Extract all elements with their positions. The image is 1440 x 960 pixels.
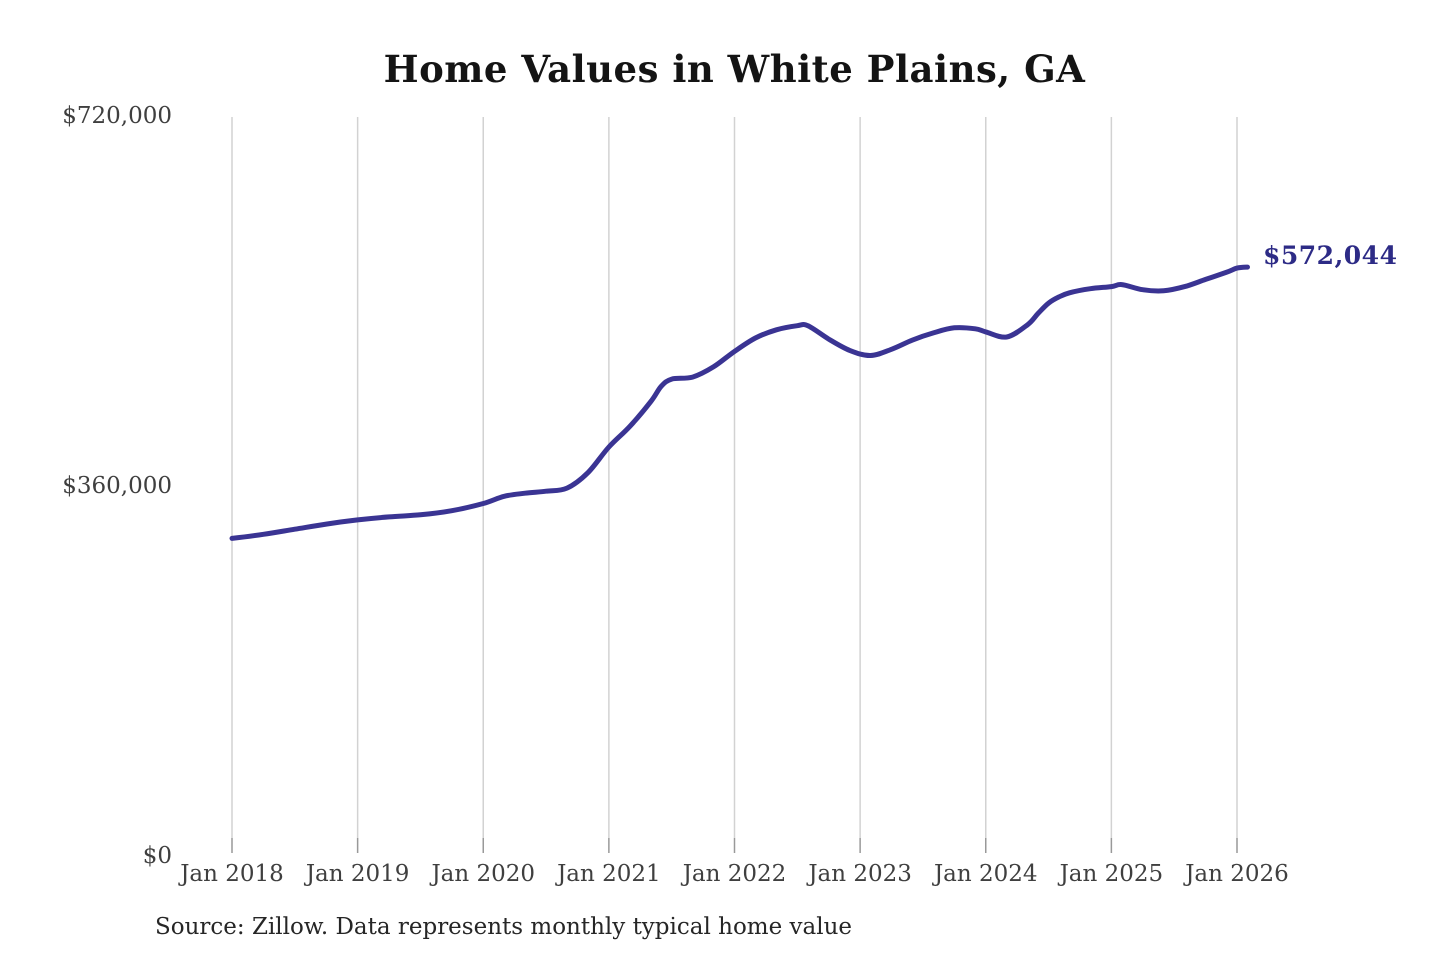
x-tick-label: Jan 2019	[304, 861, 410, 887]
y-tick-label: $360,000	[62, 473, 172, 499]
y-tick-label: $0	[143, 843, 172, 869]
chart-title: Home Values in White Plains, GA	[383, 47, 1086, 91]
x-tick-label: Jan 2026	[1183, 861, 1289, 887]
x-tick-label: Jan 2018	[178, 861, 284, 887]
x-tick-label: Jan 2024	[932, 861, 1038, 887]
x-tick-label: Jan 2020	[429, 861, 535, 887]
x-tick-label: Jan 2025	[1058, 861, 1164, 887]
x-tick-label: Jan 2021	[555, 861, 661, 887]
x-tick-label: Jan 2022	[681, 861, 787, 887]
source-note: Source: Zillow. Data represents monthly …	[155, 914, 853, 940]
latest-value-label: $572,044	[1263, 241, 1398, 270]
home-value-line	[229, 264, 1250, 541]
x-tick-label: Jan 2023	[806, 861, 912, 887]
y-tick-label: $720,000	[62, 103, 172, 129]
